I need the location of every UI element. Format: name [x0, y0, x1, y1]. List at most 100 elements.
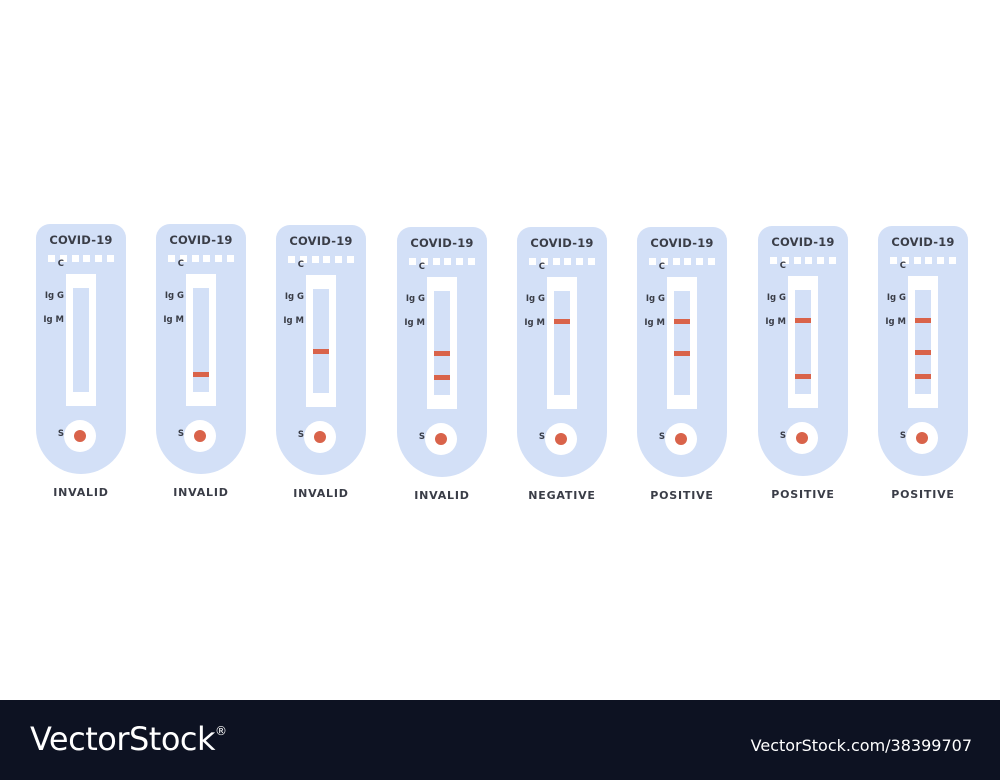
watermark-footer: VectorStock® VectorStock.com/38399707 — [0, 700, 1000, 780]
test-strip — [674, 291, 690, 395]
test-strip — [434, 291, 450, 395]
band-c — [795, 318, 811, 323]
result-label: INVALID — [173, 486, 229, 499]
dot-pattern — [409, 258, 475, 265]
band-c — [915, 318, 931, 323]
sample-drop-icon — [435, 433, 447, 445]
label-igm: Ig M — [163, 315, 184, 325]
band-igg — [915, 350, 931, 355]
label-igg: Ig G — [766, 293, 786, 303]
rapid-test-2: COVID-19 C Ig G Ig M S INVALID — [141, 224, 261, 514]
dot-pattern — [168, 255, 234, 262]
band-c — [674, 319, 690, 324]
cassette-brand: COVID-19 — [49, 233, 113, 247]
label-c: C — [658, 262, 665, 272]
sample-drop-icon — [555, 433, 567, 445]
sample-drop-icon — [74, 430, 86, 442]
test-strip — [554, 291, 570, 395]
result-window — [908, 276, 938, 408]
rapid-test-7: COVID-19 C Ig G Ig M S POSITIVE — [743, 226, 863, 516]
dot-pattern — [288, 256, 354, 263]
test-cassette: COVID-19 C Ig G Ig M S — [758, 226, 848, 476]
cassette-brand: COVID-19 — [169, 233, 233, 247]
test-strip — [193, 288, 209, 392]
dot-pattern — [890, 257, 956, 264]
band-igm — [915, 374, 931, 379]
sample-well — [425, 423, 457, 455]
label-c: C — [538, 262, 545, 272]
rapid-test-1: COVID-19 C Ig G Ig M S INVALID — [21, 224, 141, 514]
cassette-brand: COVID-19 — [891, 235, 955, 249]
label-igg: Ig G — [525, 294, 545, 304]
result-window — [186, 274, 216, 406]
label-s: S — [538, 432, 545, 442]
image-code: VectorStock.com/38399707 — [750, 736, 972, 755]
cassette-brand: COVID-19 — [289, 234, 353, 248]
band-c — [554, 319, 570, 324]
label-s: S — [418, 432, 425, 442]
dot-pattern — [770, 257, 836, 264]
test-cassette: COVID-19 C Ig G Ig M S — [156, 224, 246, 474]
label-igm: Ig M — [644, 318, 665, 328]
label-s: S — [297, 430, 304, 440]
label-s: S — [899, 431, 906, 441]
band-igm — [434, 375, 450, 380]
dot-pattern — [529, 258, 595, 265]
band-igg — [434, 351, 450, 356]
label-s: S — [177, 429, 184, 439]
result-label: POSITIVE — [771, 488, 835, 501]
test-strip — [313, 289, 329, 393]
label-igm: Ig M — [765, 317, 786, 327]
sample-well — [64, 420, 96, 452]
sample-drop-icon — [796, 432, 808, 444]
test-strip — [73, 288, 89, 392]
sample-well — [665, 423, 697, 455]
cassette-brand: COVID-19 — [530, 236, 594, 250]
sample-well — [304, 421, 336, 453]
result-label: POSITIVE — [650, 489, 714, 502]
sample-drop-icon — [916, 432, 928, 444]
result-label: POSITIVE — [891, 488, 955, 501]
result-window — [667, 277, 697, 409]
sample-well — [184, 420, 216, 452]
sample-well — [906, 422, 938, 454]
test-strip — [915, 290, 931, 394]
sample-drop-icon — [194, 430, 206, 442]
result-label: INVALID — [53, 486, 109, 499]
result-label: NEGATIVE — [528, 489, 596, 502]
result-window — [427, 277, 457, 409]
test-cassette: COVID-19 C Ig G Ig M S — [36, 224, 126, 474]
sample-drop-icon — [314, 431, 326, 443]
label-c: C — [297, 260, 304, 270]
rapid-test-3: COVID-19 C Ig G Ig M S INVALID — [261, 225, 381, 515]
label-igm: Ig M — [283, 316, 304, 326]
result-window — [66, 274, 96, 406]
test-strip — [795, 290, 811, 394]
label-c: C — [779, 261, 786, 271]
result-label: INVALID — [414, 489, 470, 502]
label-igg: Ig G — [886, 293, 906, 303]
label-igm: Ig M — [524, 318, 545, 328]
sample-well — [786, 422, 818, 454]
band-igm — [795, 374, 811, 379]
label-igg: Ig G — [164, 291, 184, 301]
band-igg — [313, 349, 329, 354]
cassette-brand: COVID-19 — [410, 236, 474, 250]
cassette-brand: COVID-19 — [650, 236, 714, 250]
label-igm: Ig M — [885, 317, 906, 327]
rapid-test-4: COVID-19 C Ig G Ig M S INVALID — [382, 227, 502, 517]
result-window — [306, 275, 336, 407]
result-window — [788, 276, 818, 408]
test-cassette: COVID-19 C Ig G Ig M S — [878, 226, 968, 476]
label-igm: Ig M — [404, 318, 425, 328]
cassette-brand: COVID-19 — [771, 235, 835, 249]
rapid-test-5: COVID-19 C Ig G Ig M S NEGATIVE — [502, 227, 622, 517]
label-igg: Ig G — [645, 294, 665, 304]
label-igg: Ig G — [284, 292, 304, 302]
rapid-test-6: COVID-19 C Ig G Ig M S POSITIVE — [622, 227, 742, 517]
test-row: COVID-19 C Ig G Ig M S INVALID COVID-19 C Ig G Ig… — [21, 224, 968, 517]
sample-drop-icon — [675, 433, 687, 445]
label-igm: Ig M — [43, 315, 64, 325]
test-cassette: COVID-19 C Ig G Ig M S — [637, 227, 727, 477]
result-window — [547, 277, 577, 409]
